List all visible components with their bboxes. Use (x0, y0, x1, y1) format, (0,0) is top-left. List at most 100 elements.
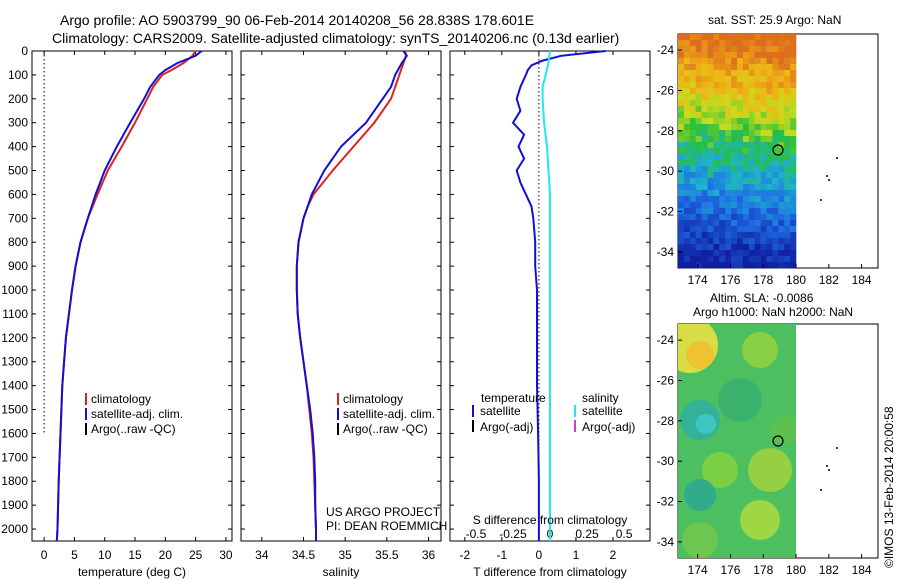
sst-cell (707, 166, 714, 173)
sst-cell (678, 202, 685, 209)
sst-cell (784, 70, 791, 77)
sst-cell (701, 208, 708, 215)
sst-cell (725, 130, 732, 137)
depth-tick-label: 1400 (1, 379, 28, 393)
sst-cell (689, 184, 696, 191)
sst-cell (713, 202, 720, 209)
sst-cell (713, 244, 720, 251)
sst-cell (719, 94, 726, 101)
sst-cell (778, 208, 785, 215)
sst-cell (707, 178, 714, 185)
sst-cell (713, 250, 720, 257)
sst-cell (695, 46, 702, 53)
sst-cell (784, 154, 791, 161)
sst-cell (731, 172, 738, 179)
sst-cell (760, 208, 767, 215)
sst-cell (778, 172, 785, 179)
sst-cell (760, 70, 767, 77)
sst-cell (683, 142, 691, 149)
sst-cell (778, 250, 785, 257)
depth-tick-label: 300 (8, 116, 28, 130)
sst-cell (778, 40, 785, 47)
sst-cell (678, 262, 685, 269)
sst-cell (790, 220, 797, 227)
sst-cell (707, 220, 714, 227)
island (836, 157, 838, 159)
x2-tick-label: -0.25 (499, 527, 527, 541)
sst-cell (748, 94, 755, 101)
x-tick-label: 25 (189, 548, 203, 562)
sst-cell (689, 202, 696, 209)
sst-cell (790, 166, 797, 173)
lat-tick-label: -28 (657, 414, 675, 428)
sst-cell (678, 244, 685, 251)
sst-cell (695, 226, 702, 233)
sst-cell (766, 82, 773, 89)
sst-cell (689, 58, 696, 65)
sst-cell (748, 70, 755, 77)
sst-cell (760, 58, 767, 65)
sst-cell (772, 154, 779, 161)
sst-cell (701, 64, 708, 71)
lat-tick-label: -26 (657, 373, 675, 387)
sst-cell (707, 76, 714, 83)
sst-cell (766, 112, 773, 119)
sst-cell (784, 124, 791, 131)
legend-t-satellite: satellite (480, 404, 521, 418)
x-tick-label: 15 (128, 548, 142, 562)
sst-cell (772, 130, 779, 137)
sst-cell (731, 94, 738, 101)
sst-cell (772, 124, 779, 131)
sst-cell (695, 52, 702, 59)
sst-cell (719, 244, 726, 251)
sst-cell (737, 256, 744, 263)
sst-cell (707, 40, 714, 47)
sst-cell (683, 226, 691, 233)
sst-cell (778, 136, 785, 143)
sst-cell (695, 64, 702, 71)
sst-cell (778, 190, 785, 197)
title-line2: Climatology: CARS2009. Satellite-adjuste… (52, 30, 619, 46)
sst-cell (719, 40, 726, 47)
t-difference-xlabel: T difference from climatology (473, 565, 627, 579)
sst-cell (748, 34, 755, 41)
sst-cell (784, 58, 791, 65)
sst-cell (678, 178, 685, 185)
sst-cell (701, 52, 708, 59)
sst-cell (742, 82, 750, 89)
sst-cell (760, 82, 767, 89)
sst-cell (683, 256, 691, 263)
sst-cell (748, 244, 755, 251)
sst-cell (695, 238, 702, 245)
sst-cell (731, 112, 738, 119)
sst-cell (754, 154, 761, 161)
sst-cell (731, 202, 738, 209)
sst-cell (683, 238, 691, 245)
sst-cell (689, 82, 696, 89)
sst-cell (695, 34, 702, 41)
depth-tick-label: 600 (8, 187, 28, 201)
sst-cell (678, 88, 685, 95)
sst-islands (820, 157, 838, 201)
sst-cell (707, 52, 714, 59)
sst-cell (689, 250, 696, 257)
sst-cell (742, 190, 750, 197)
sst-cell (701, 46, 708, 53)
sst-cell (784, 82, 791, 89)
sst-cell (689, 40, 696, 47)
sst-cell (689, 196, 696, 203)
sst-cell (772, 88, 779, 95)
sst-cell (707, 64, 714, 71)
sst-cell (754, 238, 761, 245)
sst-cell (701, 202, 708, 209)
sst-cell (695, 208, 702, 215)
sst-cell (689, 106, 696, 113)
sst-cell (790, 154, 797, 161)
sst-cell (760, 64, 767, 71)
sst-cell (754, 112, 761, 119)
sst-cell (713, 166, 720, 173)
sla-blob (718, 378, 762, 422)
sst-cell (766, 148, 773, 155)
sst-cell (683, 172, 691, 179)
sst-cell (760, 160, 767, 167)
